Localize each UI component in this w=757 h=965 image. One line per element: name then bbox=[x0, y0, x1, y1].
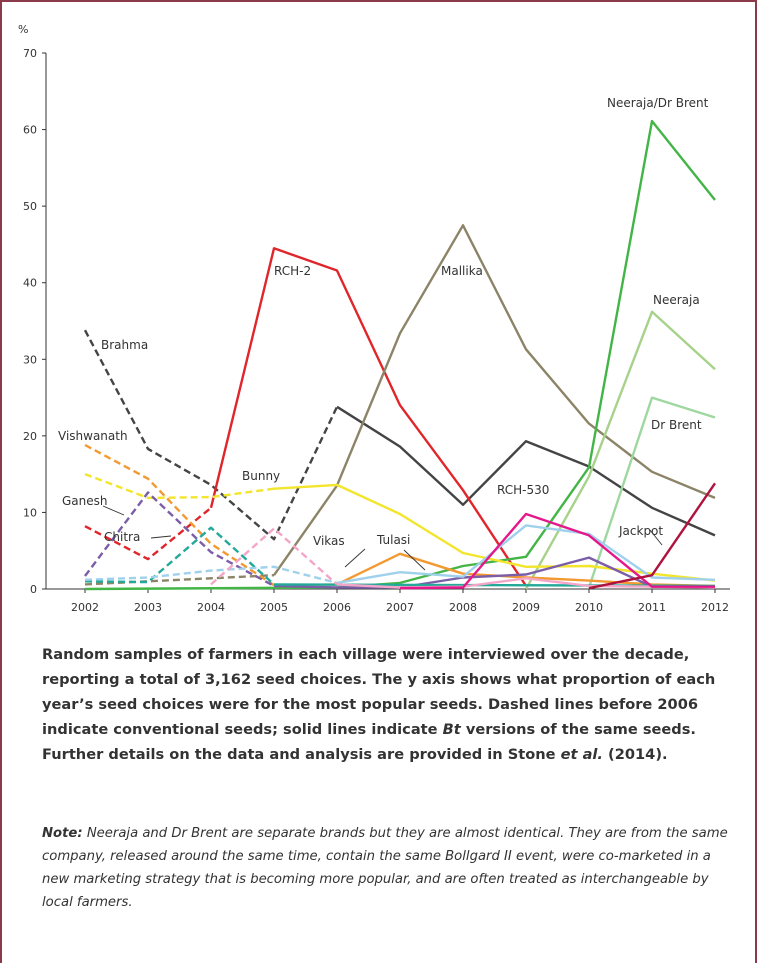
x-tick-label: 2005 bbox=[260, 601, 288, 614]
label-ganesh: Ganesh bbox=[62, 494, 108, 508]
series-line-ganesh-conventional bbox=[84, 491, 275, 587]
label-neeraja-dr-brent: Neeraja/Dr Brent bbox=[607, 96, 709, 110]
figure-note: Note: Neeraja and Dr Brent are separate … bbox=[42, 822, 732, 914]
chart-series bbox=[83, 119, 716, 591]
series-line-brahma-bt bbox=[336, 405, 716, 537]
series-line-mallika-bt bbox=[273, 224, 716, 576]
y-tick-label: 70 bbox=[23, 47, 37, 60]
label-mallika: Mallika bbox=[441, 264, 483, 278]
caption-text-2: versions of the same seeds. Further deta… bbox=[42, 721, 696, 763]
y-tick-label: 10 bbox=[23, 506, 37, 519]
label-bunny: Bunny bbox=[242, 469, 280, 483]
series-line-bunny-conventional bbox=[84, 472, 275, 500]
series-line-vikas-conventional bbox=[84, 565, 338, 585]
series-line-tulasi-bt bbox=[336, 577, 716, 589]
x-tick-label: 2010 bbox=[575, 601, 603, 614]
label-neeraja: Neeraja bbox=[653, 293, 700, 307]
x-tick-label: 2012 bbox=[701, 601, 729, 614]
series-line-vishwanath-conventional bbox=[84, 443, 275, 587]
label-jackpot: Jackpot bbox=[618, 524, 663, 538]
y-tick-label: 40 bbox=[23, 277, 37, 290]
note-text: Neeraja and Dr Brent are separate brands… bbox=[42, 826, 728, 910]
series-line-chitra-conventional bbox=[84, 526, 275, 586]
y-tick-label: 0 bbox=[30, 583, 37, 596]
series-line-dr-brent-bt bbox=[587, 396, 716, 588]
label-dr-brent: Dr Brent bbox=[651, 418, 702, 432]
series-line-vishwanath-bt bbox=[273, 552, 716, 588]
series-line-rch-530-bt bbox=[399, 512, 715, 590]
label-chitra: Chitra bbox=[104, 530, 140, 544]
note-label: Note: bbox=[42, 826, 83, 841]
y-tick-label: 60 bbox=[23, 124, 37, 137]
label-tulasi: Tulasi bbox=[376, 533, 410, 547]
y-tick-label: 30 bbox=[23, 353, 37, 366]
figure-caption: Random samples of farmers in each villag… bbox=[42, 642, 732, 767]
caption-text-1: Random samples of farmers in each villag… bbox=[42, 646, 716, 738]
series-line-rch-2-conventional bbox=[84, 506, 212, 561]
series-line-tulasi-conventional bbox=[210, 527, 338, 586]
series-line-neeraja-dr-brent-bt bbox=[84, 119, 716, 591]
y-tick-label: 20 bbox=[23, 430, 37, 443]
caption-etal: et al. bbox=[560, 746, 603, 763]
seed-choice-line-chart: 0 10 20 30 40 50 60 70% 2002 2003 2004 2005 2006 2007… bbox=[18, 23, 730, 614]
x-tick-label: 2011 bbox=[638, 601, 666, 614]
series-line-rch-2-bt bbox=[209, 247, 528, 587]
chart-axes: 0 10 20 30 40 50 60 70% 2002 2003 2004 2005 2006 2007… bbox=[18, 23, 730, 614]
series-line-bunny-bt bbox=[273, 483, 716, 582]
leader-line bbox=[649, 529, 663, 546]
label-brahma: Brahma bbox=[101, 338, 148, 352]
y-tick-label: 50 bbox=[23, 200, 37, 213]
label-rch-2: RCH-2 bbox=[274, 264, 311, 278]
label-vishwanath: Vishwanath bbox=[58, 429, 128, 443]
chart-annotations: Brahma RCH-2 Mallika Neeraja/Dr Brent Neeraj… bbox=[58, 96, 709, 571]
caption-bt: Bt bbox=[442, 721, 461, 738]
caption-text-3: (2014). bbox=[602, 746, 668, 763]
x-tick-label: 2003 bbox=[134, 601, 162, 614]
leader-line bbox=[102, 505, 125, 516]
x-tick-label: 2008 bbox=[449, 601, 477, 614]
series-line-ganesh-bt bbox=[273, 556, 715, 589]
series-line-brahma-conventional bbox=[83, 329, 339, 541]
series-line-mallika-conventional bbox=[84, 574, 275, 586]
leader-line bbox=[344, 548, 366, 568]
series-line-jackpot-bt bbox=[588, 482, 716, 590]
y-axis-label: % bbox=[18, 23, 28, 36]
x-tick-label: 2009 bbox=[512, 601, 540, 614]
label-vikas: Vikas bbox=[313, 534, 345, 548]
series-line-vikas-bt bbox=[336, 524, 716, 585]
series-line-neeraja-bt bbox=[524, 310, 716, 590]
leader-line bbox=[403, 549, 426, 571]
x-tick-label: 2002 bbox=[71, 601, 99, 614]
label-rch-530: RCH-530 bbox=[497, 483, 549, 497]
x-tick-label: 2006 bbox=[323, 601, 351, 614]
x-tick-label: 2004 bbox=[197, 601, 225, 614]
x-tick-label: 2007 bbox=[386, 601, 414, 614]
leader-line bbox=[150, 535, 172, 539]
